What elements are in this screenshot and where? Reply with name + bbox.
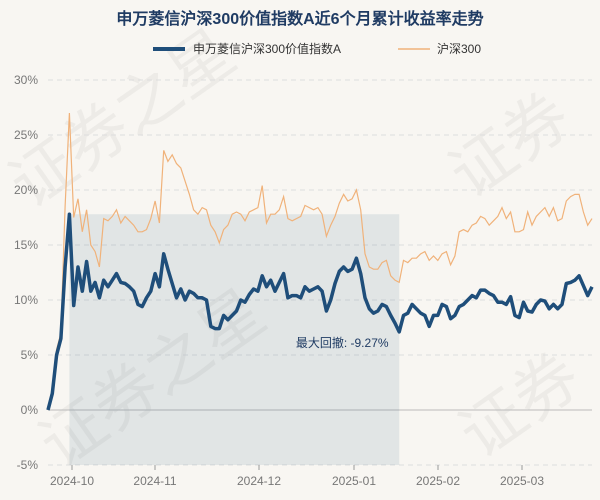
x-tick-label: 2025-02 <box>416 474 460 488</box>
legend: 申万菱信沪深300价值指数A 沪深300 <box>153 41 481 56</box>
chart-title: 申万菱信沪深300价值指数A近6个月累计收益率走势 <box>116 9 483 28</box>
legend-label-series-2: 沪深300 <box>437 42 481 56</box>
x-tick-label: 2025-01 <box>332 474 376 488</box>
x-axis: 2024-10 2024-11 2024-12 2025-01 2025-02 2025-… <box>50 465 544 488</box>
x-tick-label: 2024-11 <box>133 474 176 488</box>
x-tick-label: 2025-03 <box>500 474 544 488</box>
series-line-hs300 <box>47 112 593 411</box>
y-tick-label: 25% <box>14 128 38 142</box>
grid-lines <box>48 79 592 466</box>
max-drawdown-label: 最大回撤: -9.27% <box>296 335 389 350</box>
y-tick-label: 5% <box>21 348 39 362</box>
max-drawdown-shade <box>69 214 400 465</box>
series-line-fund <box>46 212 594 411</box>
y-tick-label: -5% <box>17 458 39 472</box>
svg-text:证券: 证券 <box>447 339 594 473</box>
y-axis: 30% 25% 20% 15% 10% 5% 0% -5% <box>14 73 38 472</box>
max-drawdown-region: 最大回撤: -9.27% <box>69 214 400 465</box>
x-tick-label: 2024-10 <box>50 474 94 488</box>
y-tick-label: 0% <box>21 403 39 417</box>
legend-label-series-1: 申万菱信沪深300价值指数A <box>193 41 341 56</box>
y-tick-label: 15% <box>14 238 38 252</box>
y-tick-label: 30% <box>14 73 38 87</box>
y-tick-label: 20% <box>14 183 38 197</box>
svg-text:证券: 证券 <box>437 79 584 213</box>
x-tick-label: 2024-12 <box>237 474 281 488</box>
y-tick-label: 10% <box>14 293 38 307</box>
